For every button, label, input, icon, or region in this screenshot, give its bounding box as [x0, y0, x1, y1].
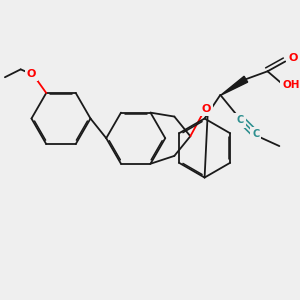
- Text: O: O: [201, 104, 211, 114]
- Text: OH: OH: [282, 80, 300, 90]
- Text: C: C: [252, 129, 260, 139]
- Polygon shape: [220, 76, 248, 95]
- Text: O: O: [288, 52, 298, 62]
- Text: C: C: [236, 116, 244, 125]
- Text: O: O: [27, 69, 36, 79]
